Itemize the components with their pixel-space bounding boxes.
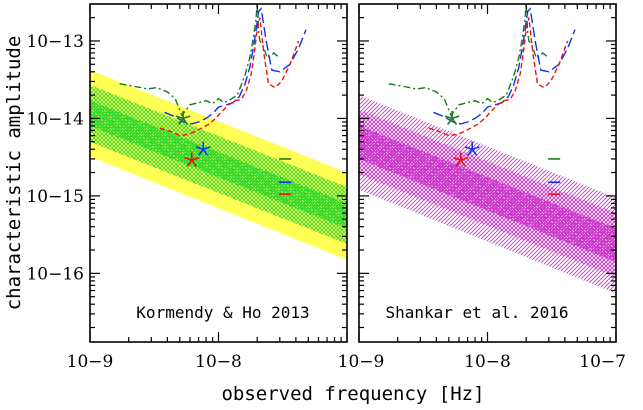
panel-left: 10−13 10−14 10−15 10−16 10−9 10−8 — [26, 3, 348, 372]
y-tick-label: 10−16 — [26, 264, 84, 284]
band-inner — [359, 125, 616, 263]
sensitivity-curve-dash — [159, 17, 300, 137]
y-tick-label: 10−15 — [26, 187, 84, 207]
x-tick-label: 10−8 — [195, 352, 242, 372]
sensitivity-curve-longdash — [164, 7, 307, 125]
x-axis-label: observed frequency [Hz] — [221, 383, 484, 405]
y-tick-label: 10−13 — [26, 32, 84, 52]
x-tick-label: 10−7 — [579, 352, 626, 372]
y-tick-label: 10−14 — [26, 109, 84, 129]
plot-area — [90, 4, 347, 260]
panel-title-right: Shankar et al. 2016 — [385, 303, 568, 322]
star-marker — [195, 141, 211, 156]
x-tick-label: 10−9 — [67, 352, 114, 372]
star-marker — [184, 152, 200, 167]
panel-title-left: Kormendy & Ho 2013 — [136, 303, 309, 322]
star-marker — [464, 141, 480, 156]
star-marker — [175, 110, 191, 125]
panel-right: 10−9 10−8 10−7 — [338, 3, 626, 372]
x-tick-label: 10−8 — [464, 352, 511, 372]
sensitivity-curve-dashdot — [388, 4, 550, 117]
plot-area — [359, 4, 616, 294]
sensitivity-curve-dash — [428, 17, 569, 137]
star-marker — [453, 152, 469, 167]
y-axis-label: characteristic amplitude — [3, 36, 25, 311]
band-inner — [90, 100, 347, 229]
star-marker — [444, 110, 460, 125]
x-tick-label: 10−9 — [338, 352, 385, 372]
sensitivity-curve-longdash — [433, 7, 576, 125]
sensitivity-curve-dashdot — [119, 4, 281, 117]
